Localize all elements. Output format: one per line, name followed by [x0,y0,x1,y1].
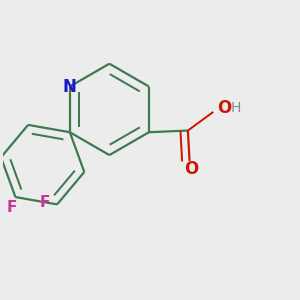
Text: O: O [217,99,231,117]
Text: F: F [40,195,50,210]
Text: H: H [231,101,242,115]
Text: F: F [7,200,17,215]
Text: N: N [63,77,77,95]
Text: O: O [184,160,198,178]
